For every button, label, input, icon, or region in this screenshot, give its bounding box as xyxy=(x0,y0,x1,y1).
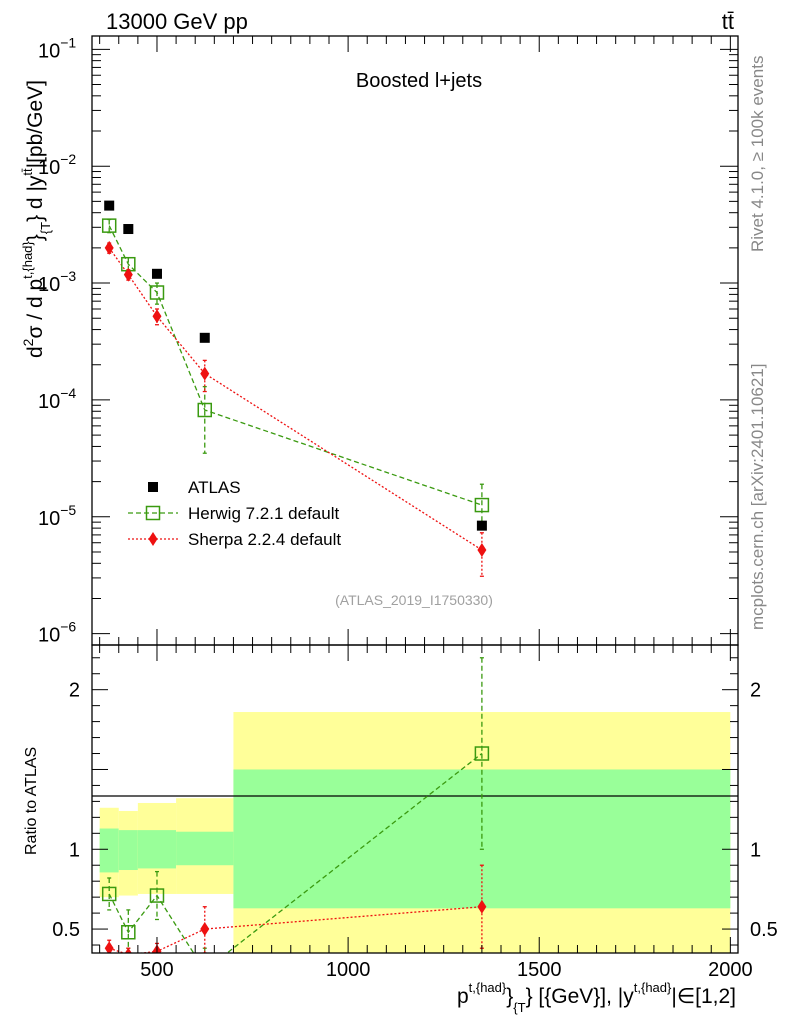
atlas-point xyxy=(151,268,162,279)
sherpa-ratio-point xyxy=(104,941,114,953)
herwig-point xyxy=(101,218,117,233)
sherpa-point xyxy=(200,366,210,381)
ratio-y-tick-label: 0.5 xyxy=(52,919,80,941)
uncertainty-band-inner xyxy=(233,769,731,909)
main-plot-frame xyxy=(91,35,739,646)
herwig-point xyxy=(474,497,490,513)
ratio-y-axis-label: Ratio to ATLAS xyxy=(23,747,40,855)
legend-label: ATLAS xyxy=(188,478,241,497)
herwig-line xyxy=(108,225,483,506)
herwig-ratio-point xyxy=(121,925,136,940)
sherpa-point xyxy=(477,542,487,557)
y-tick-label: 10−2 xyxy=(38,151,76,179)
main-y-axis-label: d2σ / d pt,{had}}{T} d |ytt̄|[pb/GeV] xyxy=(20,80,53,358)
sherpa-ratio-point xyxy=(200,922,210,937)
analysis-watermark: (ATLAS_2019_I1750330) xyxy=(335,592,493,608)
header-process-label: tt̄ xyxy=(722,9,734,34)
plot-title: Boosted l+jets xyxy=(356,70,482,92)
x-axis-label: pt,{had}}{T} [{GeV}], |yt,{had}|∈[1,2] xyxy=(457,980,736,1015)
legend-herwig-marker xyxy=(145,505,161,521)
herwig-ratio-point xyxy=(101,886,117,902)
herwig-point xyxy=(149,285,165,300)
y-tick-label: 10−6 xyxy=(38,619,76,647)
ratio-plot-frame xyxy=(91,644,739,954)
legend-sherpa-marker xyxy=(148,532,158,546)
header-energy-label: 13000 GeV pp xyxy=(106,9,248,34)
sherpa-point xyxy=(104,240,114,255)
herwig-ratio-point xyxy=(474,746,490,761)
herwig-ratio-line xyxy=(108,753,483,953)
mcplots-source-label: mcplots.cern.ch [arXiv:2401.10621] xyxy=(748,364,767,630)
atlas-point xyxy=(123,224,134,235)
sherpa-ratio-point xyxy=(477,899,487,914)
herwig-point xyxy=(197,402,213,418)
herwig-ratio-point xyxy=(198,964,211,977)
y-tick-label: 10−3 xyxy=(38,268,76,296)
herwig-ratio-point xyxy=(149,888,165,903)
x-tick-label: 1000 xyxy=(326,959,371,981)
ratio-y-tick-label-right: 0.5 xyxy=(750,919,778,941)
sherpa-ratio-point xyxy=(124,947,132,953)
y-tick-label: 10−4 xyxy=(38,385,76,413)
legend: ATLAS Herwig 7.2.1 default Sherpa 2.2.4 de… xyxy=(128,478,341,549)
x-tick-label: 2000 xyxy=(708,959,753,981)
legend-atlas-marker xyxy=(148,482,158,492)
x-tick-label: 1500 xyxy=(517,959,562,981)
uncertainty-band-inner xyxy=(137,830,177,869)
ratio-y-tick-label-right: 1 xyxy=(750,839,761,861)
rivet-version-label: Rivet 4.1.0, ≥ 100k events xyxy=(748,56,767,252)
uncertainty-band-inner xyxy=(118,830,138,871)
ratio-y-tick-label: 2 xyxy=(69,680,80,702)
atlas-point xyxy=(476,520,487,531)
legend-label: Herwig 7.2.1 default xyxy=(188,504,339,523)
uncertainty-band-inner xyxy=(99,828,119,873)
y-tick-label: 10−5 xyxy=(38,502,76,530)
uncertainty-band-inner xyxy=(176,831,234,866)
legend-label: Sherpa 2.2.4 default xyxy=(188,530,341,549)
ratio-y-tick-label: 1 xyxy=(69,839,80,861)
sherpa-point xyxy=(152,309,162,324)
atlas-point xyxy=(104,200,115,211)
ratio-y-tick-label-right: 2 xyxy=(750,680,761,702)
x-tick-label: 500 xyxy=(140,959,173,981)
sherpa-point xyxy=(123,267,133,282)
y-tick-label: 10−1 xyxy=(38,34,76,62)
atlas-point xyxy=(199,332,210,343)
